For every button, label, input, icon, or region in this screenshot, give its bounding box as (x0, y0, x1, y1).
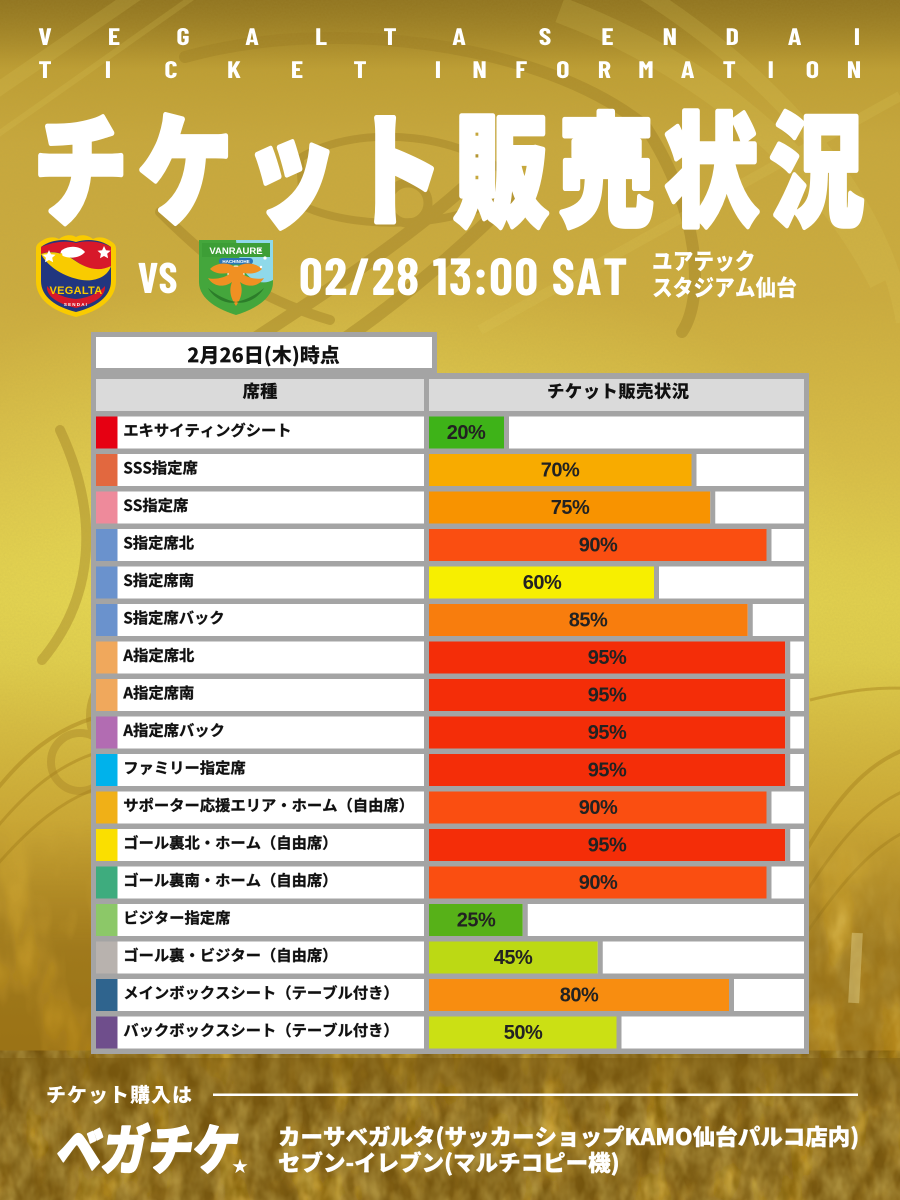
svg-text:VEGALTA: VEGALTA (49, 285, 102, 297)
svg-text:75%: 75% (551, 497, 590, 519)
svg-text:90%: 90% (579, 797, 618, 819)
svg-text:95%: 95% (588, 722, 627, 744)
svg-text:20%: 20% (447, 422, 486, 444)
svg-text:SENDAI: SENDAI (64, 302, 88, 307)
svg-text:25%: 25% (457, 910, 496, 932)
svg-text:60%: 60% (523, 572, 562, 594)
svg-text:95%: 95% (588, 835, 627, 857)
svg-text:70%: 70% (541, 460, 580, 482)
svg-text:50%: 50% (504, 1022, 543, 1044)
svg-text:VANRAURE: VANRAURE (209, 246, 262, 257)
svg-text:HACHINOHE: HACHINOHE (222, 259, 249, 264)
svg-text:90%: 90% (579, 872, 618, 894)
svg-text:95%: 95% (588, 685, 627, 707)
svg-text:95%: 95% (588, 647, 627, 669)
svg-text:85%: 85% (569, 610, 608, 632)
svg-text:90%: 90% (579, 535, 618, 557)
svg-text:45%: 45% (494, 947, 533, 969)
svg-text:80%: 80% (560, 985, 599, 1007)
svg-text:95%: 95% (588, 760, 627, 782)
